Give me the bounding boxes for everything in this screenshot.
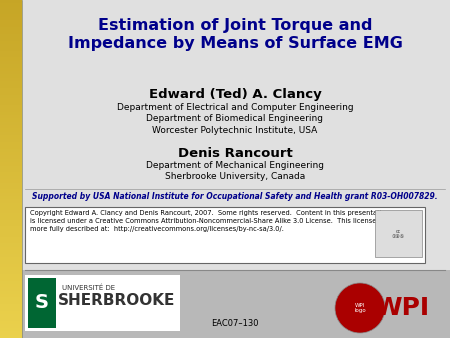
Bar <box>0 0 450 277</box>
Text: Denis Rancourt: Denis Rancourt <box>178 147 292 160</box>
Text: Department of Mechanical Engineering
Sherbrooke University, Canada: Department of Mechanical Engineering She… <box>146 161 324 182</box>
Text: WPI
logo: WPI logo <box>354 303 366 313</box>
Text: Copyright Edward A. Clancy and Denis Rancourt, 2007.  Some rights reserved.  Con: Copyright Edward A. Clancy and Denis Ran… <box>30 210 390 232</box>
Text: Department of Electrical and Computer Engineering
Department of Biomedical Engin: Department of Electrical and Computer En… <box>117 103 353 135</box>
Text: UNIVERSITÉ DE: UNIVERSITÉ DE <box>62 284 115 290</box>
Text: Edward (Ted) A. Clancy: Edward (Ted) A. Clancy <box>148 88 321 101</box>
Bar <box>28 278 56 328</box>
Text: WPI: WPI <box>374 296 430 320</box>
Bar <box>375 210 422 257</box>
Text: cc
①⑧⑤: cc ①⑧⑤ <box>392 228 405 239</box>
Text: S: S <box>35 293 49 313</box>
Bar <box>25 207 425 263</box>
Text: Supported by USA National Institute for Occupational Safety and Health grant R03: Supported by USA National Institute for … <box>32 192 438 201</box>
Text: SHERBROOKE: SHERBROOKE <box>58 293 176 308</box>
Text: EAC07–130: EAC07–130 <box>211 318 259 328</box>
Circle shape <box>335 283 385 333</box>
Bar <box>25 275 180 331</box>
Bar <box>0 270 450 338</box>
Text: Estimation of Joint Torque and
Impedance by Means of Surface EMG: Estimation of Joint Torque and Impedance… <box>68 18 402 51</box>
